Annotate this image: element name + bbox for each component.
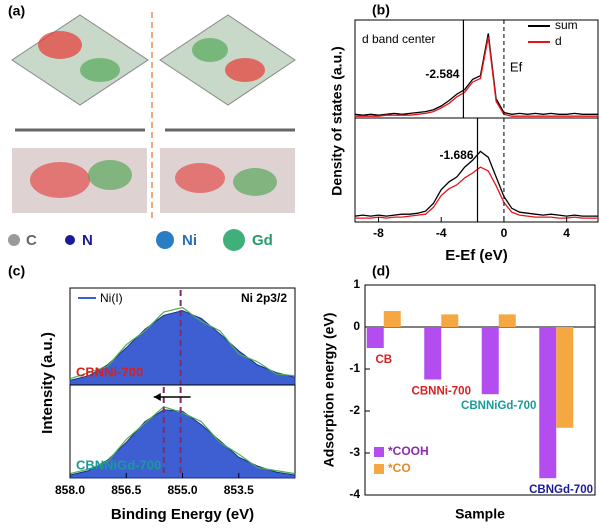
- category-label: CBNNi-700: [412, 386, 471, 398]
- y-tick-label: 1: [353, 277, 360, 291]
- panel-label: (b): [372, 2, 390, 18]
- charge-blob: [175, 163, 225, 193]
- y-axis-label: Density of states (a.u.): [329, 46, 345, 195]
- panel-label: (a): [8, 3, 25, 19]
- x-tick-label: -4: [436, 226, 447, 240]
- charge-blob: [38, 31, 82, 59]
- legend-label: N: [82, 232, 93, 249]
- band-center-value: -2.584: [425, 67, 459, 81]
- atom-icon: [156, 231, 174, 249]
- bar: [556, 327, 574, 428]
- bar: [366, 327, 384, 348]
- legend-label: Ni: [182, 232, 197, 249]
- x-axis-label: Sample: [455, 506, 505, 522]
- raw-line: [69, 306, 296, 380]
- charge-blob: [233, 168, 277, 196]
- plot-frame: [364, 284, 596, 496]
- y-axis-label: Adsorption energy (eV): [321, 313, 337, 468]
- dos-line: [354, 150, 598, 217]
- legend-label: sum: [555, 18, 578, 32]
- x-axis-label: E-Ef (eV): [445, 247, 508, 264]
- band-center-value: -1.686: [439, 148, 473, 162]
- sample-label: CBNNiGd-700: [76, 457, 161, 472]
- plot-frame: [354, 117, 599, 223]
- legend-swatch: [374, 447, 384, 457]
- y-tick-label: -1: [349, 361, 360, 375]
- x-tick-label: 855.0: [167, 483, 197, 497]
- atom-icon: [65, 235, 75, 245]
- charge-blob: [225, 58, 265, 82]
- bar: [481, 327, 499, 395]
- legend-label: d: [555, 34, 562, 48]
- x-tick-label: 853.5: [224, 483, 254, 497]
- y-tick-label: -3: [349, 445, 360, 459]
- sample-label: CBNNi-700: [76, 364, 143, 379]
- charge-blob: [30, 162, 90, 198]
- legend-label: *COOH: [388, 444, 429, 458]
- bar: [539, 327, 557, 479]
- y-tick-label: 0: [353, 319, 360, 333]
- legend-swatch: [374, 464, 384, 474]
- x-tick-label: 856.5: [111, 483, 141, 497]
- shift-arrowhead: [153, 393, 161, 401]
- bar: [498, 314, 516, 327]
- category-label: CBNNiGd-700: [461, 400, 536, 412]
- dos-line: [355, 36, 598, 117]
- atom-icon: [8, 234, 20, 246]
- charge-blob: [192, 38, 228, 62]
- structure-top-left: [11, 14, 149, 106]
- category-label: CBNGd-700: [529, 484, 593, 496]
- fermi-label: Ef: [510, 59, 523, 74]
- y-tick-label: -4: [349, 487, 360, 501]
- x-tick-label: -8: [373, 226, 384, 240]
- x-axis-label: Binding Energy (eV): [111, 506, 254, 523]
- band-center-label: d band center: [362, 32, 435, 46]
- charge-blob: [88, 160, 132, 190]
- structure-top-right: [159, 14, 296, 106]
- dos-line: [354, 33, 598, 116]
- x-tick-label: 858.0: [55, 483, 85, 497]
- bar: [383, 311, 401, 327]
- y-axis-label: Intensity (a.u.): [39, 332, 56, 434]
- charge-blob: [80, 58, 120, 82]
- raw-line: [69, 406, 296, 475]
- structure-panel: (a) C N Ni Gd: [8, 3, 296, 251]
- legend-label: Gd: [252, 232, 273, 249]
- bar: [424, 327, 442, 380]
- bar: [441, 314, 459, 327]
- legend-label: Ni(I): [100, 291, 123, 305]
- x-tick-label: 0: [501, 226, 508, 240]
- legend-label: *CO: [388, 461, 411, 475]
- dos-line: [355, 166, 598, 219]
- category-label: CB: [375, 354, 392, 366]
- panel-label: (d): [372, 263, 390, 279]
- x-tick-label: 4: [563, 226, 570, 240]
- atom-icon: [223, 229, 245, 251]
- y-tick-label: -2: [349, 403, 360, 417]
- region-label: Ni 2p3/2: [241, 291, 287, 305]
- legend-label: C: [26, 232, 37, 249]
- panel-label: (c): [8, 263, 25, 279]
